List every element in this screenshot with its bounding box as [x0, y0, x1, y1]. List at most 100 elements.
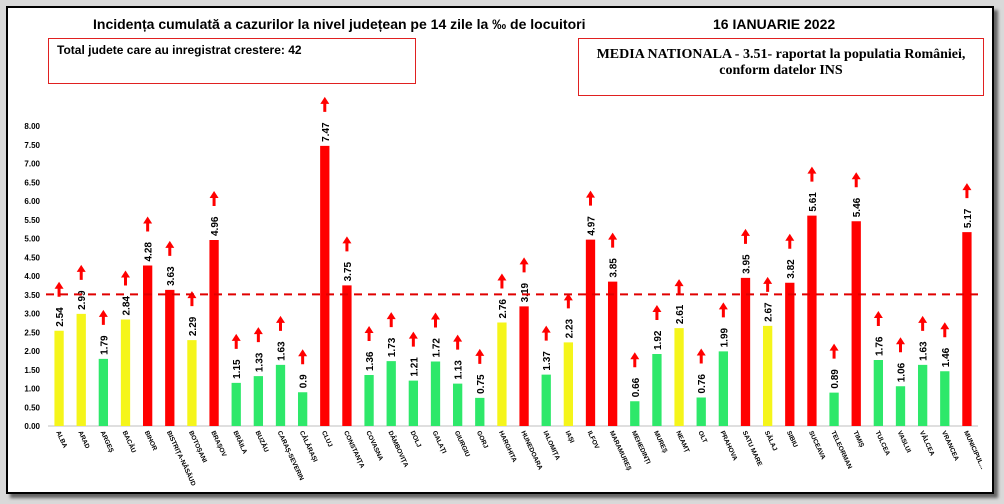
trend-arrow-up-icon [121, 270, 130, 278]
category-label: IAȘI [564, 430, 576, 445]
y-tick-label: 1.50 [24, 366, 40, 375]
bar [430, 361, 441, 426]
trend-arrow-up-icon [896, 337, 905, 345]
value-label: 2.76 [498, 299, 509, 319]
category-label: MUNICIPUL... [962, 430, 986, 471]
trend-arrow-shaft [389, 318, 393, 328]
value-label: 1.73 [387, 337, 398, 357]
trend-arrow-shaft [677, 285, 681, 295]
trend-arrow-shaft [655, 311, 659, 320]
value-label: 1.21 [409, 357, 420, 377]
chart-title: Incidența cumulată a cazurilor la nivel … [93, 16, 586, 32]
trend-arrow-shaft [434, 318, 437, 328]
bar [917, 364, 928, 426]
y-tick-label: 4.50 [24, 253, 40, 262]
category-label: BRĂILA [231, 429, 250, 455]
trend-arrow-shaft [854, 178, 858, 188]
trend-arrow-shaft [146, 222, 150, 232]
trend-arrow-up-icon [586, 190, 595, 198]
y-tick-label: 3.00 [24, 310, 40, 319]
bar [696, 397, 706, 426]
category-label: COVASNA [364, 430, 384, 462]
trend-arrow-shaft [721, 308, 725, 318]
trend-arrow-shaft [766, 282, 770, 292]
category-label: HARGHITA [497, 430, 518, 464]
national-average-box: MEDIA NATIONALA - 3.51- raportat la popu… [578, 38, 984, 96]
bar [563, 342, 574, 426]
bar [762, 325, 773, 426]
value-label: 2.23 [564, 318, 575, 338]
bar [674, 328, 684, 426]
bar [585, 239, 596, 426]
category-label: SATU MARE [741, 430, 764, 468]
category-label: ARGEȘ [99, 430, 115, 455]
bar [120, 319, 131, 426]
bar [807, 215, 817, 426]
value-label: 1.72 [432, 338, 443, 358]
category-label: GORJ [475, 430, 489, 450]
bar [76, 313, 86, 426]
trend-arrow-shaft [589, 196, 592, 206]
y-tick-label: 4.00 [24, 272, 40, 281]
bar [342, 285, 352, 426]
trend-arrow-up-icon [408, 331, 418, 339]
y-tick-label: 0.00 [24, 422, 40, 431]
bar [873, 360, 884, 426]
value-label: 5.46 [852, 197, 863, 217]
trend-arrow-up-icon [76, 264, 86, 272]
category-label: GALAȚI [431, 430, 448, 455]
trend-arrow-up-icon [320, 96, 330, 104]
bar [320, 145, 330, 426]
trend-arrow-shaft [345, 242, 349, 252]
value-label: 4.28 [144, 242, 155, 262]
trend-arrow-up-icon [253, 327, 263, 335]
y-tick-label: 6.50 [24, 178, 40, 187]
trend-arrow-up-icon [386, 312, 396, 320]
category-label: BIHOR [143, 430, 158, 452]
trend-arrow-shaft [633, 358, 637, 368]
trend-arrow-up-icon [940, 322, 950, 330]
value-label: 0.9 [299, 374, 310, 388]
bar [630, 401, 640, 426]
trend-arrow-up-icon [718, 302, 728, 310]
value-label: 4.97 [587, 216, 598, 236]
category-label: DÂMBOVIȚA [386, 429, 411, 469]
category-label: VÂLCEA [918, 429, 938, 457]
bar [785, 282, 795, 426]
trend-arrow-up-icon [519, 257, 529, 265]
trend-arrow-shaft [124, 276, 127, 286]
value-label: 1.15 [232, 359, 243, 379]
value-label: 0.66 [631, 377, 642, 397]
trend-arrow-shaft [323, 102, 327, 112]
trend-arrow-up-icon [608, 232, 618, 240]
trend-arrow-up-icon [541, 325, 551, 333]
value-label: 1.63 [919, 341, 930, 361]
value-label: 2.61 [675, 304, 686, 324]
y-tick-label: 1.00 [24, 385, 40, 394]
category-label: ILFOV [586, 430, 601, 451]
category-label: SUCEAVA [807, 430, 826, 461]
trend-arrow-shaft [190, 297, 194, 307]
y-tick-label: 6.00 [24, 197, 40, 206]
trend-arrow-shaft [611, 238, 615, 248]
value-label: 2.84 [122, 296, 133, 316]
trend-arrow-shaft [699, 354, 703, 364]
trend-arrow-up-icon [364, 326, 374, 333]
trend-arrow-up-icon [231, 333, 241, 341]
bar [541, 374, 551, 426]
trend-arrow-up-icon [741, 228, 750, 236]
y-tick-label: 3.50 [24, 291, 40, 300]
bar [718, 351, 729, 426]
growth-note-box: Total judete care au inregistrat crester… [48, 38, 416, 84]
bar [386, 361, 396, 426]
category-label: TELEORMAN [829, 430, 853, 471]
bar [297, 392, 308, 426]
category-label: OLT [696, 430, 708, 444]
value-label: 2.54 [55, 307, 66, 327]
trend-arrow-shaft [279, 321, 282, 331]
bar [231, 382, 241, 426]
trend-arrow-shaft [876, 317, 880, 326]
category-label: BACĂU [121, 429, 139, 454]
value-label: 0.89 [830, 369, 841, 389]
trend-arrow-shaft [301, 355, 305, 365]
